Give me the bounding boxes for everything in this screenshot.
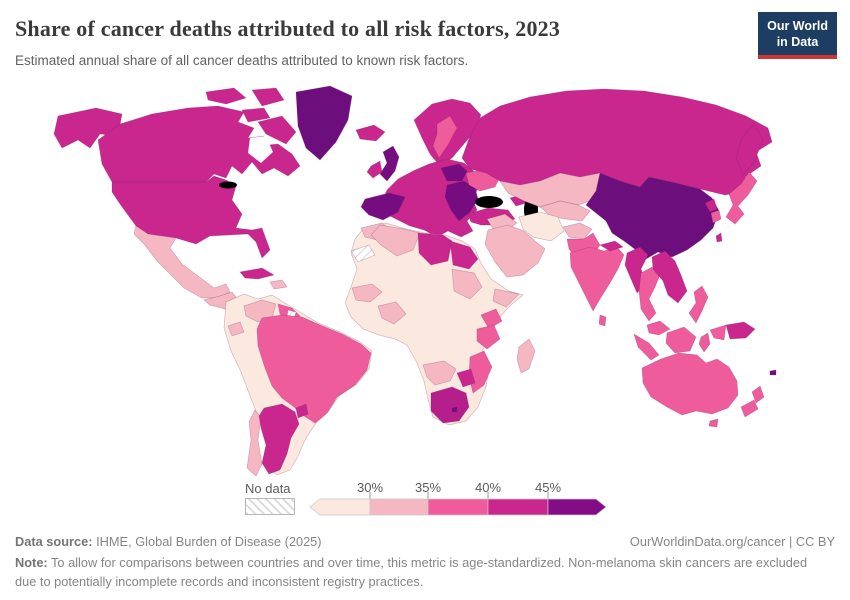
region-sweden[interactable] bbox=[432, 115, 458, 159]
region-ireland[interactable] bbox=[366, 160, 383, 179]
world-map-svg bbox=[53, 85, 777, 477]
region-afghanistan[interactable] bbox=[562, 222, 593, 240]
region-australia[interactable] bbox=[641, 352, 739, 416]
note-text: To allow for comparisons between countri… bbox=[15, 555, 808, 589]
region-zimbabwe[interactable] bbox=[456, 368, 476, 388]
region-south-africa[interactable] bbox=[430, 386, 470, 424]
legend-tick-30: 30% bbox=[356, 480, 384, 495]
legend-bin-45-plus[interactable] bbox=[547, 498, 607, 516]
region-nepal[interactable] bbox=[599, 240, 624, 252]
legend-no-data-label: No data bbox=[245, 481, 291, 496]
region-malaysia[interactable] bbox=[646, 320, 671, 336]
note-label: Note: bbox=[15, 555, 48, 570]
region-lesotho[interactable] bbox=[451, 406, 458, 413]
region-brazil[interactable] bbox=[256, 314, 372, 424]
region-sudan[interactable] bbox=[451, 268, 483, 300]
region-thailand[interactable] bbox=[638, 266, 661, 322]
region-arabia[interactable] bbox=[484, 224, 546, 278]
region-kenya[interactable] bbox=[480, 308, 503, 330]
region-chile[interactable] bbox=[246, 409, 263, 477]
legend-color-bar bbox=[309, 492, 607, 516]
page-subtitle: Estimated annual share of all cancer dea… bbox=[15, 53, 469, 68]
owid-logo[interactable]: Our World in Data bbox=[758, 12, 837, 60]
footer: Data source: IHME, Global Burden of Dise… bbox=[15, 534, 835, 591]
region-sulawesi[interactable] bbox=[698, 332, 711, 353]
region-argentina[interactable] bbox=[258, 403, 300, 475]
region-libya[interactable] bbox=[417, 232, 453, 266]
region-new-zealand-south[interactable] bbox=[740, 399, 759, 418]
data-source-line: Data source: IHME, Global Burden of Dise… bbox=[15, 534, 322, 549]
region-mexico[interactable] bbox=[133, 225, 231, 299]
region-mozambique[interactable] bbox=[468, 350, 493, 394]
region-mongolia[interactable] bbox=[617, 184, 680, 206]
region-iceland[interactable] bbox=[355, 124, 386, 142]
legend-tick-35: 35% bbox=[414, 480, 442, 495]
region-sri-lanka[interactable] bbox=[598, 314, 607, 327]
legend-tick-40: 40% bbox=[474, 480, 502, 495]
region-madagascar[interactable] bbox=[516, 338, 536, 374]
region-hispaniola[interactable] bbox=[269, 279, 288, 290]
region-fiji[interactable] bbox=[769, 369, 777, 376]
region-south-korea[interactable] bbox=[710, 209, 722, 224]
region-uruguay[interactable] bbox=[295, 403, 309, 419]
region-canada[interactable] bbox=[97, 105, 301, 183]
region-algeria[interactable] bbox=[370, 224, 421, 257]
region-new-zealand-north[interactable] bbox=[751, 385, 765, 404]
great-lakes bbox=[219, 181, 237, 189]
owid-cancer-link[interactable]: OurWorldinData.org/cancer | CC BY bbox=[629, 534, 835, 549]
region-china[interactable] bbox=[585, 172, 720, 260]
legend-no-data-swatch[interactable] bbox=[245, 498, 295, 515]
region-japan[interactable] bbox=[725, 171, 758, 225]
world-choropleth-map bbox=[0, 78, 850, 478]
region-western-sahara[interactable] bbox=[350, 244, 376, 263]
region-indochina[interactable] bbox=[651, 250, 688, 304]
footer-note: Note: To allow for comparisons between c… bbox=[15, 554, 825, 591]
region-west-new-guinea[interactable] bbox=[709, 324, 727, 341]
region-ecuador[interactable] bbox=[227, 321, 245, 337]
region-canada-arctic-1[interactable] bbox=[205, 87, 247, 105]
region-iran[interactable] bbox=[518, 211, 565, 242]
black-sea bbox=[475, 196, 503, 208]
region-alaska[interactable] bbox=[53, 107, 123, 149]
owid-logo-line1: Our World bbox=[767, 19, 828, 33]
region-papua-new-guinea[interactable] bbox=[725, 321, 756, 340]
region-borneo[interactable] bbox=[665, 326, 697, 354]
region-spain[interactable] bbox=[360, 192, 406, 221]
legend-bin-40-45[interactable] bbox=[487, 498, 549, 516]
region-north-korea[interactable] bbox=[704, 198, 718, 213]
legend-bin-under-30[interactable] bbox=[309, 498, 371, 516]
region-sumatra[interactable] bbox=[633, 333, 660, 361]
region-taiwan[interactable] bbox=[715, 232, 723, 243]
region-philippines[interactable] bbox=[688, 285, 709, 324]
region-uk[interactable] bbox=[379, 145, 400, 182]
region-tasmania[interactable] bbox=[708, 418, 719, 428]
region-somalia[interactable] bbox=[492, 288, 520, 308]
region-namibia-botswana[interactable] bbox=[422, 360, 457, 386]
region-baffin-island[interactable] bbox=[257, 115, 297, 145]
data-source-value: IHME, Global Burden of Disease (2025) bbox=[92, 534, 322, 549]
data-source-label: Data source: bbox=[15, 534, 93, 549]
region-kamchatka[interactable] bbox=[735, 123, 764, 176]
region-balkans[interactable] bbox=[444, 180, 479, 222]
page-title: Share of cancer deaths attributed to all… bbox=[15, 16, 561, 41]
region-tanzania[interactable] bbox=[476, 324, 501, 350]
region-russia[interactable] bbox=[461, 88, 773, 196]
region-poland[interactable] bbox=[440, 163, 468, 182]
hudson-bay bbox=[248, 136, 273, 163]
region-usa[interactable] bbox=[111, 175, 271, 259]
region-cuba[interactable] bbox=[239, 267, 275, 280]
legend-tick-45: 45% bbox=[534, 480, 562, 495]
region-egypt[interactable] bbox=[449, 240, 479, 270]
region-west-africa-2[interactable] bbox=[377, 301, 407, 325]
legend-bin-30-35[interactable] bbox=[369, 498, 429, 516]
region-canada-arctic-3[interactable] bbox=[241, 107, 271, 123]
region-canada-arctic-2[interactable] bbox=[251, 87, 285, 107]
region-west-africa-1[interactable] bbox=[351, 283, 383, 303]
owid-logo-line2: in Data bbox=[776, 34, 819, 49]
region-india[interactable] bbox=[569, 246, 625, 312]
region-greenland[interactable] bbox=[295, 85, 353, 161]
legend-bin-35-40[interactable] bbox=[427, 498, 489, 516]
